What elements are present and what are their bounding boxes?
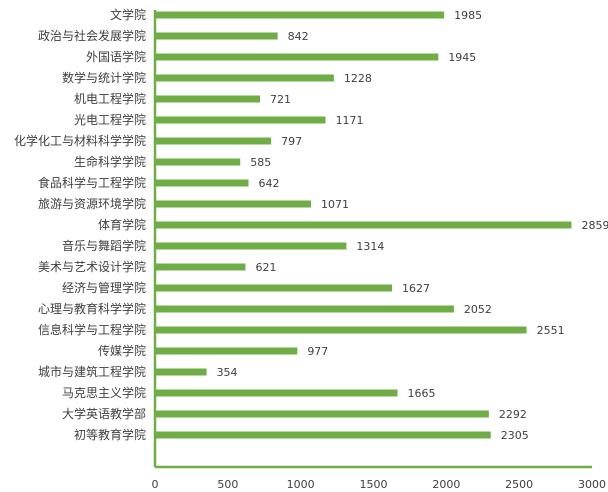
- category-label: 经济与管理学院: [62, 280, 146, 295]
- bar: [155, 305, 454, 313]
- x-tick-label: 1000: [287, 478, 315, 491]
- category-label: 城市与建筑工程学院: [38, 364, 146, 379]
- category-label: 光电工程学院: [74, 112, 146, 127]
- data-label: 721: [270, 93, 291, 106]
- bar: [155, 158, 241, 166]
- category-label: 美术与艺术设计学院: [38, 259, 146, 274]
- bar: [155, 284, 392, 292]
- bar: [155, 410, 489, 418]
- data-label: 977: [307, 345, 328, 358]
- data-label: 1314: [356, 240, 384, 253]
- bar: [155, 242, 347, 250]
- bar: [155, 32, 278, 40]
- category-label: 机电工程学院: [74, 91, 146, 106]
- bar: [155, 95, 261, 103]
- category-label: 音乐与舞蹈学院: [62, 238, 146, 253]
- bar: [155, 347, 298, 355]
- category-label: 体育学院: [98, 217, 146, 232]
- data-label: 2292: [499, 408, 527, 421]
- x-tick-label: 2000: [432, 478, 460, 491]
- data-label: 2859: [581, 219, 608, 232]
- data-label: 1665: [408, 387, 436, 400]
- bar: [155, 368, 207, 376]
- data-label: 2052: [464, 303, 492, 316]
- data-label: 585: [250, 156, 271, 169]
- data-label: 1945: [448, 51, 476, 64]
- bar: [155, 11, 445, 19]
- category-label: 食品科学与工程学院: [38, 175, 146, 190]
- bar: [155, 431, 491, 439]
- bar: [155, 137, 272, 145]
- bar: [155, 389, 398, 397]
- bar: [155, 221, 572, 229]
- bar: [155, 53, 439, 61]
- bar: [155, 326, 527, 334]
- category-label: 信息科学与工程学院: [38, 322, 146, 337]
- data-label: 642: [259, 177, 280, 190]
- data-label: 1071: [321, 198, 349, 211]
- data-label: 842: [288, 30, 309, 43]
- category-label: 马克思主义学院: [62, 385, 146, 400]
- x-tick-label: 500: [217, 478, 238, 491]
- data-label: 1228: [344, 72, 372, 85]
- data-label: 2305: [501, 429, 529, 442]
- data-label: 797: [281, 135, 302, 148]
- data-label: 354: [217, 366, 238, 379]
- x-tick-label: 1500: [360, 478, 388, 491]
- x-tick-label: 3000: [578, 478, 606, 491]
- category-label: 旅游与资源环境学院: [38, 196, 146, 211]
- category-label: 外国语学院: [86, 49, 146, 64]
- data-label: 2551: [537, 324, 565, 337]
- category-label: 心理与教育科学学院: [38, 301, 146, 316]
- category-label: 文学院: [110, 7, 146, 22]
- category-label: 大学英语教学部: [62, 406, 146, 421]
- bar: [155, 200, 312, 208]
- category-label: 传媒学院: [98, 343, 146, 358]
- data-label: 621: [255, 261, 276, 274]
- bar: [155, 116, 326, 124]
- bar: [155, 263, 246, 271]
- data-label: 1171: [336, 114, 364, 127]
- category-label: 化学化工与材料科学学院: [14, 133, 146, 148]
- category-label: 生命科学学院: [74, 154, 146, 169]
- category-label: 政治与社会发展学院: [38, 28, 146, 43]
- bar: [155, 179, 249, 187]
- data-label: 1985: [454, 9, 482, 22]
- data-label: 1627: [402, 282, 430, 295]
- bar: [155, 74, 334, 82]
- category-label: 数学与统计学院: [62, 70, 146, 85]
- category-label: 初等教育学院: [74, 427, 146, 442]
- x-tick-label: 2500: [505, 478, 533, 491]
- x-tick-label: 0: [152, 478, 159, 491]
